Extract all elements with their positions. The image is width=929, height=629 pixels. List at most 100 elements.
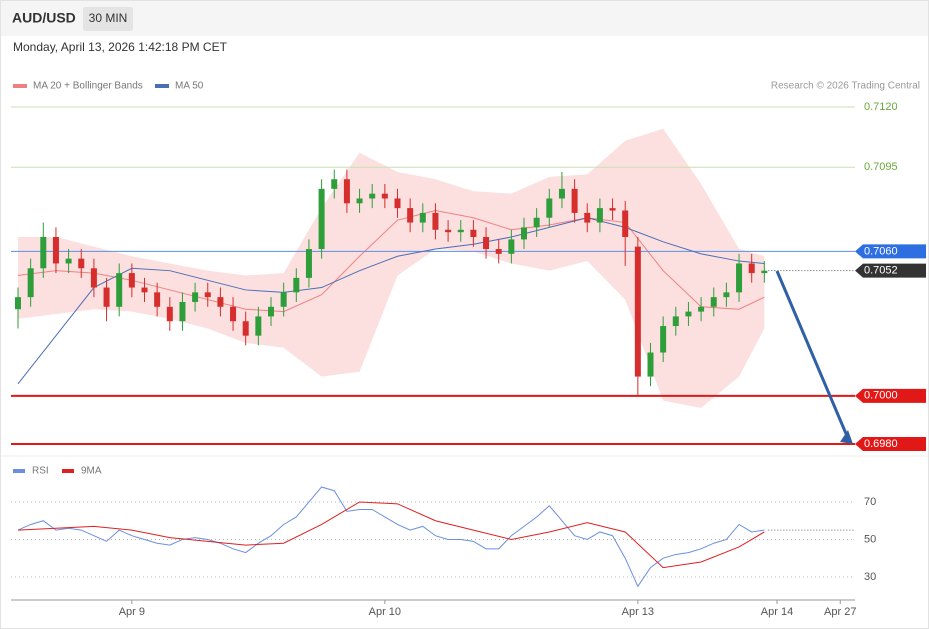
legend-label: RSI — [32, 466, 49, 477]
candle-body — [470, 229, 477, 237]
level-label: 0.7120 — [864, 101, 898, 113]
legend-label: 9MA — [81, 466, 102, 477]
forecast-arrow — [775, 270, 849, 437]
bollinger-band — [18, 128, 765, 408]
level-tag — [855, 388, 926, 403]
level-label: 0.7095 — [864, 161, 898, 173]
candle-body — [230, 306, 237, 322]
candle-body — [154, 292, 161, 307]
candle-body — [242, 321, 249, 336]
candle-body — [40, 236, 47, 269]
candle-body — [521, 227, 527, 240]
candle-body — [356, 198, 363, 204]
candle-body — [609, 208, 616, 211]
x-tick-label: Apr 13 — [622, 606, 654, 618]
candle-body — [204, 292, 211, 298]
candle-body — [672, 316, 679, 327]
y-tick-label: 70 — [864, 496, 876, 508]
candle-body — [596, 208, 603, 223]
candle-body — [622, 210, 629, 237]
candle-body — [736, 263, 743, 293]
candle-body — [432, 212, 439, 230]
candle-body — [305, 249, 312, 278]
candle-body — [128, 273, 135, 288]
candle-body — [660, 326, 667, 353]
candle-body — [419, 212, 426, 223]
candle-body — [634, 246, 641, 377]
candle-body — [748, 263, 755, 274]
candle-body — [27, 268, 34, 298]
legend-swatch — [155, 84, 169, 88]
symbol: AUD/USD — [12, 10, 76, 26]
candle-body — [508, 239, 515, 254]
candle-body — [495, 249, 502, 254]
candle-body — [255, 316, 262, 336]
candle-body — [78, 258, 85, 269]
interval[interactable]: 30 MIN — [89, 11, 128, 25]
candle-body — [483, 236, 490, 250]
candle-body — [571, 188, 578, 213]
legend-swatch — [13, 84, 27, 88]
candle-body — [179, 301, 186, 322]
arrow-head — [840, 430, 853, 444]
candle-body — [647, 352, 654, 377]
candle-body — [293, 277, 300, 293]
candle-body — [546, 198, 553, 218]
candle-body — [761, 270, 768, 274]
candle-body — [280, 292, 287, 307]
candle-body — [457, 229, 464, 233]
level-tag — [855, 244, 926, 259]
credit: Research © 2026 Trading Central — [771, 81, 920, 92]
candle-body — [192, 292, 199, 302]
level-label: 0.7060 — [864, 245, 898, 257]
candle-body — [268, 306, 274, 317]
candle-body — [685, 311, 692, 317]
candle-body — [381, 193, 388, 199]
ma50-line — [17, 217, 765, 385]
legend-swatch — [62, 469, 74, 473]
x-tick-label: Apr 9 — [119, 606, 145, 618]
y-tick-label: 30 — [864, 571, 876, 583]
candle-body — [141, 287, 148, 293]
legend-swatch — [13, 469, 25, 473]
candle-body — [90, 268, 97, 288]
candle-body — [407, 208, 414, 223]
timestamp: Monday, April 13, 2026 1:42:18 PM CET — [13, 40, 228, 54]
candle-body — [331, 179, 338, 189]
candle-body — [584, 212, 591, 223]
series-line — [17, 501, 765, 569]
level-label: 0.7052 — [864, 265, 898, 277]
candle-body — [343, 179, 350, 204]
candle-body — [65, 258, 72, 264]
candle-body — [394, 198, 401, 209]
x-tick-label: Apr 10 — [369, 606, 401, 618]
legend-label: MA 20 + Bollinger Bands — [33, 81, 143, 92]
level-tag — [855, 263, 926, 278]
interval-button[interactable] — [83, 7, 133, 31]
candle-body — [318, 188, 325, 250]
candle-body — [15, 297, 21, 310]
candle-body — [533, 217, 540, 228]
candle-body — [166, 306, 173, 322]
candle-body — [445, 229, 452, 233]
level-label: 0.6980 — [864, 438, 898, 450]
candle-body — [558, 188, 565, 199]
x-tick-label: Apr 27 — [824, 606, 856, 618]
level-label: 0.7000 — [864, 390, 898, 402]
candle-body — [52, 236, 59, 264]
x-tick-label: Apr 14 — [761, 606, 793, 618]
series-line — [17, 486, 765, 588]
candle-body — [369, 193, 376, 199]
candle-body — [103, 287, 110, 307]
y-tick-label: 50 — [864, 533, 876, 545]
candle-body — [723, 292, 730, 298]
candle-body — [116, 273, 123, 307]
candle-body — [698, 306, 705, 312]
header-bar — [1, 1, 928, 36]
candle-body — [710, 297, 717, 307]
candle-body — [217, 297, 224, 307]
legend-label: MA 50 — [175, 81, 204, 92]
level-tag — [855, 436, 926, 451]
